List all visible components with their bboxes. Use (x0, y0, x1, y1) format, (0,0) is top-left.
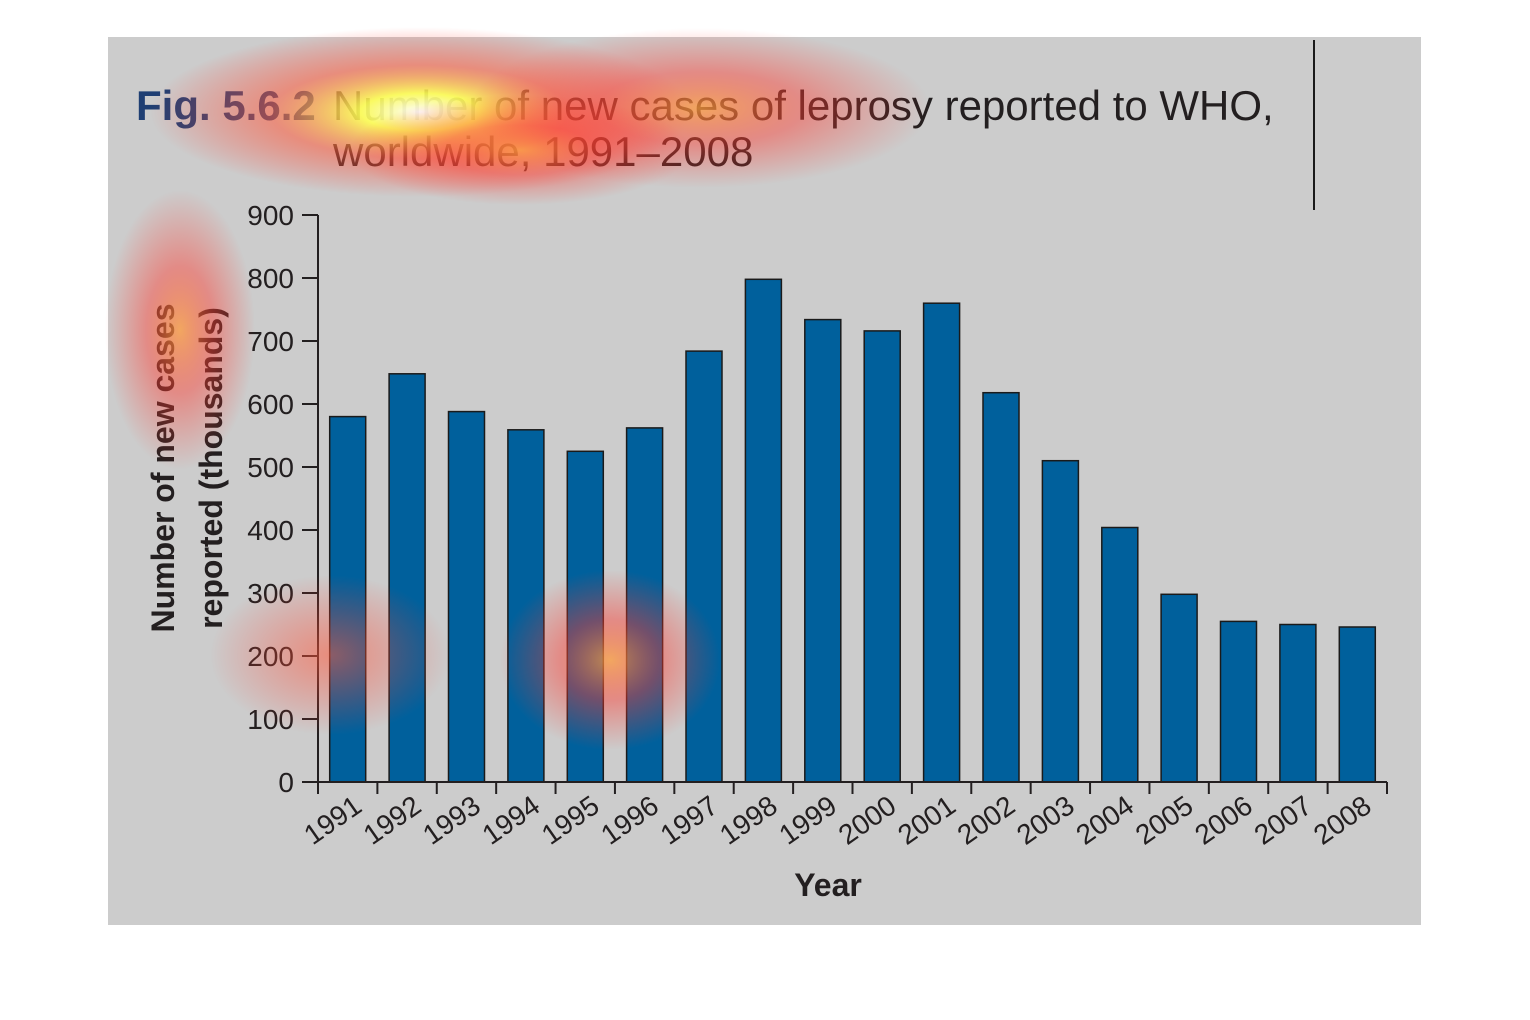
bar-2000 (863, 330, 901, 783)
y-tick-label: 100 (247, 704, 294, 735)
chart-title-line-1: Number of new cases of leprosy reported … (333, 82, 1274, 129)
bar-1992 (388, 373, 426, 783)
bar-1998 (744, 278, 783, 783)
bar-2004 (1101, 526, 1139, 783)
bar-2007 (1279, 623, 1317, 783)
bar-2003 (1041, 459, 1080, 783)
x-axis-title: Year (794, 867, 862, 903)
y-tick-label: 900 (247, 200, 294, 231)
y-axis-title-line-2: reported (thousands) (193, 307, 229, 629)
bar-2002 (982, 391, 1020, 783)
bar-1993 (447, 410, 486, 783)
y-tick-label: 0 (278, 767, 294, 798)
bar-1991 (328, 415, 367, 783)
y-tick-label: 300 (247, 578, 294, 609)
y-tick-label: 200 (247, 641, 294, 672)
y-tick-label: 600 (247, 389, 294, 420)
y-tick-label: 800 (247, 263, 294, 294)
bar-2008 (1338, 626, 1377, 783)
bar-1997 (685, 350, 723, 783)
bar-1996 (625, 427, 664, 783)
y-tick-label: 400 (247, 515, 294, 546)
bar-1995 (566, 450, 605, 783)
bar-2001 (922, 302, 961, 783)
figure-label: Fig. 5.6.2 (136, 82, 316, 129)
bar-1999 (804, 318, 842, 783)
bar-2005 (1160, 593, 1198, 783)
chart-title-line-2: worldwide, 1991–2008 (332, 128, 753, 175)
bar-2006 (1219, 620, 1258, 783)
y-tick-label: 500 (247, 452, 294, 483)
y-axis-title-line-1: Number of new cases (145, 304, 181, 633)
y-tick-label: 700 (247, 326, 294, 357)
bar-1994 (507, 429, 545, 783)
